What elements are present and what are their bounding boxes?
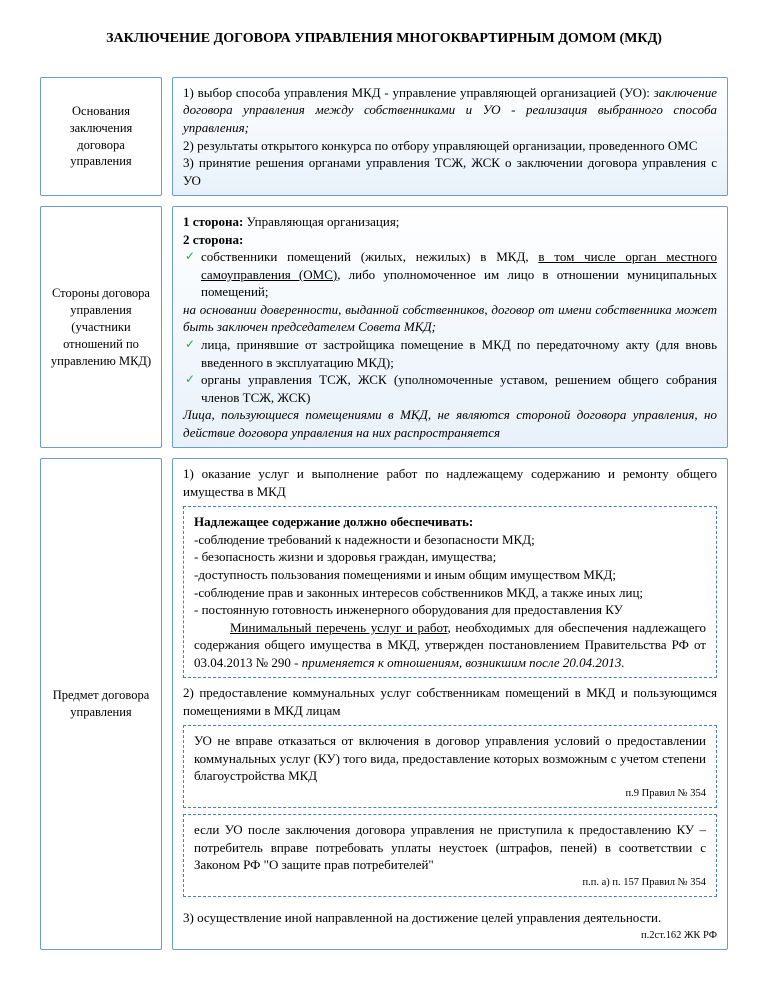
r2-s1a: 1 сторона: <box>183 214 243 229</box>
r3-box1-m1a: Минимальный перечень услуг и работ <box>230 620 447 635</box>
r2-li1: собственники помещений (жилых, нежилых) … <box>183 248 717 301</box>
row1-label: Основания заключения договора управления <box>40 77 162 196</box>
r1-p3: 3) принятие решения органами управления … <box>183 154 717 189</box>
page-title: ЗАКЛЮЧЕНИЕ ДОГОВОРА УПРАВЛЕНИЯ МНОГОКВАР… <box>40 30 728 49</box>
r3-box1-l4: -соблюдение прав и законных интересов со… <box>194 584 706 602</box>
r1-p2: 2) результаты открытого конкурса по отбо… <box>183 137 717 155</box>
section-row-3: Предмет договора управления 1) оказание … <box>40 458 728 949</box>
r3-box2b-c: п.п. а) п. 157 Правил № 354 <box>194 876 706 890</box>
r2-note1: на основании доверенности, выданной собс… <box>183 301 717 336</box>
r1-p1a: 1) выбор способа управления МКД - управл… <box>183 85 654 100</box>
r3-box2b: если УО после заключения договора управл… <box>183 814 717 897</box>
row3-label: Предмет договора управления <box>40 458 162 949</box>
r2-note2: Лица, пользующиеся помещениями в МКД, не… <box>183 406 717 441</box>
r3-cite3: п.2ст.162 ЖК РФ <box>183 929 717 943</box>
r3-box1-l2: - безопасность жизни и здоровья граждан,… <box>194 548 706 566</box>
r3-box2a-c: п.9 Правил № 354 <box>194 787 706 801</box>
r3-box2a-t: УО не вправе отказаться от включения в д… <box>194 732 706 785</box>
row1-content: 1) выбор способа управления МКД - управл… <box>172 77 728 196</box>
row2-label: Стороны договора управления (участники о… <box>40 206 162 448</box>
section-row-2: Стороны договора управления (участники о… <box>40 206 728 448</box>
r3-box1: Надлежащее содержание должно обеспечиват… <box>183 506 717 678</box>
row3-content: 1) оказание услуг и выполнение работ по … <box>172 458 728 949</box>
r2-li3: органы управления ТСЖ, ЖСК (уполномоченн… <box>183 371 717 406</box>
r3-p2: 2) предоставление коммунальных услуг соб… <box>183 684 717 719</box>
r3-box2a: УО не вправе отказаться от включения в д… <box>183 725 717 808</box>
r2-li1a: собственники помещений (жилых, нежилых) … <box>201 249 538 264</box>
r2-li2: лица, принявшие от застройщика помещение… <box>183 336 717 371</box>
r3-box1-l3: -доступность пользования помещениями и и… <box>194 566 706 584</box>
r2-s1b: Управляющая организация; <box>243 214 399 229</box>
r2-s2: 2 сторона: <box>183 231 717 249</box>
r3-box1-l1: -соблюдение требований к надежности и бе… <box>194 531 706 549</box>
r3-p1: 1) оказание услуг и выполнение работ по … <box>183 465 717 500</box>
r3-box1-h: Надлежащее содержание должно обеспечиват… <box>194 513 706 531</box>
r3-box1-m1c: применяется к отношениям, возникшим посл… <box>302 655 625 670</box>
r3-box1-l5: - постоянную готовность инженерного обор… <box>194 601 706 619</box>
section-row-1: Основания заключения договора управления… <box>40 77 728 196</box>
r3-p3: 3) осуществление иной направленной на до… <box>183 909 717 927</box>
row2-content: 1 сторона: Управляющая организация; 2 ст… <box>172 206 728 448</box>
r3-box2b-t: если УО после заключения договора управл… <box>194 821 706 874</box>
